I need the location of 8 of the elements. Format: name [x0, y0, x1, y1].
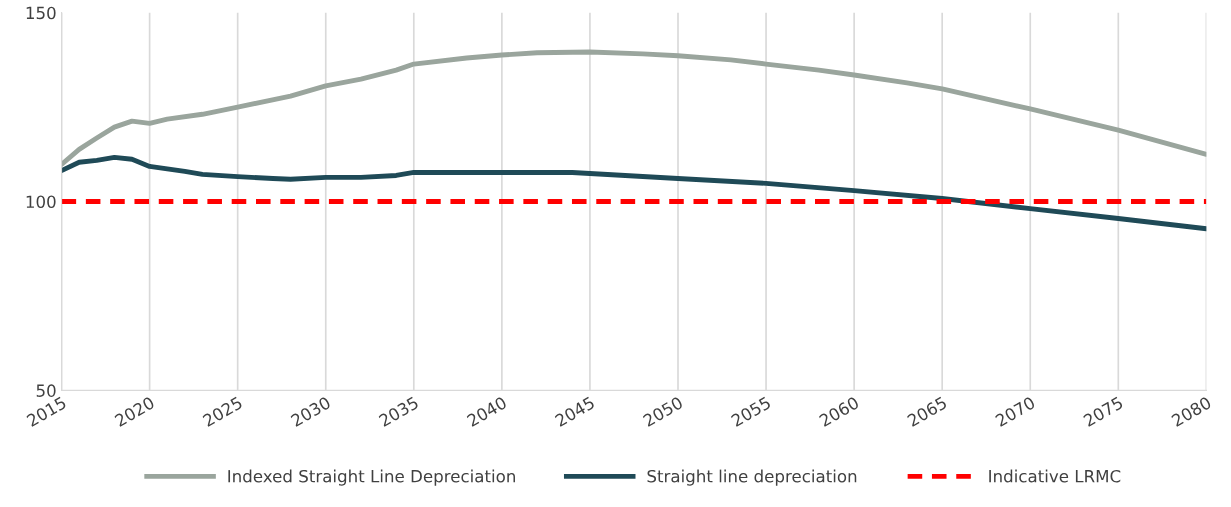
line-series — [61, 49, 1207, 167]
legend-label: Indexed Straight Line Depreciation — [228, 469, 515, 486]
legend-label: Indicative LRMC — [989, 469, 1121, 483]
line-series — [61, 154, 1207, 232]
y-tick-label: 100 — [26, 195, 56, 209]
y-tick-label: 150 — [26, 6, 56, 20]
legend-label: Straight line depreciation — [647, 469, 857, 486]
y-tick-label: 50 — [36, 384, 56, 397]
